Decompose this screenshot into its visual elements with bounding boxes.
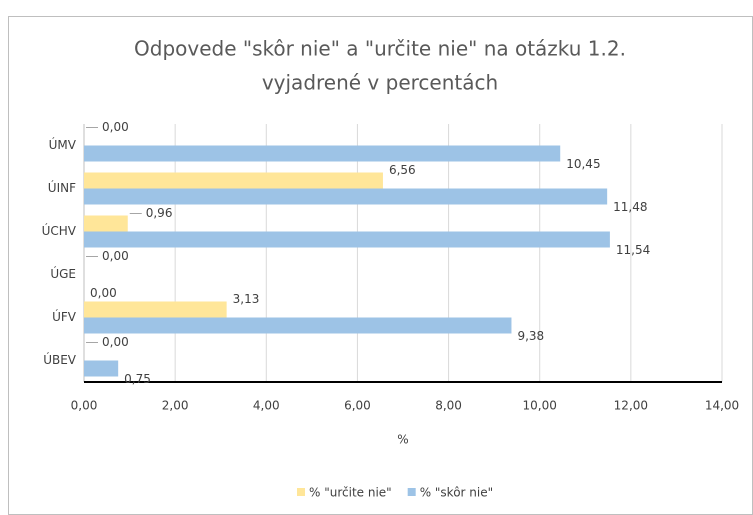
value-label: 0,00	[90, 286, 117, 300]
legend-label: % "určite nie"	[309, 486, 392, 500]
chart-title: Odpovede "skôr nie" a "určite nie" na ot…	[134, 37, 626, 61]
x-tick-label: 14,00	[705, 399, 739, 413]
x-axis-label: %	[397, 433, 408, 447]
x-tick-label: 10,00	[523, 399, 557, 413]
value-label: 11,54	[616, 243, 650, 257]
y-tick-label: ÚMV	[49, 137, 77, 152]
bar	[84, 231, 610, 248]
value-label: 9,38	[517, 329, 544, 343]
bar	[84, 215, 128, 232]
y-tick-label: ÚBEV	[43, 352, 77, 367]
y-tick-label: ÚINF	[48, 180, 76, 195]
value-label: 6,56	[389, 163, 416, 177]
chart-title: vyjadrené v percentách	[262, 71, 498, 95]
bar	[84, 317, 512, 334]
chart-frame	[8, 16, 753, 515]
value-label: 10,45	[566, 157, 600, 171]
value-label: 0,00	[102, 335, 129, 349]
x-tick-label: 12,00	[614, 399, 648, 413]
value-label: 0,00	[102, 120, 129, 134]
value-label: 11,48	[613, 200, 647, 214]
y-tick-label: ÚFV	[52, 309, 77, 324]
legend-label: % "skôr nie"	[420, 486, 493, 500]
bar	[84, 301, 227, 318]
value-label: 3,13	[233, 292, 260, 306]
value-label: 0,00	[102, 249, 129, 263]
x-tick-label: 2,00	[162, 399, 189, 413]
y-tick-label: ÚCHV	[42, 223, 77, 238]
bar	[84, 360, 119, 377]
bar	[84, 145, 561, 162]
value-label: 0,75	[124, 372, 151, 386]
x-tick-label: 8,00	[435, 399, 462, 413]
x-tick-label: 0,00	[71, 399, 98, 413]
y-tick-label: ÚGE	[50, 266, 76, 281]
bar	[84, 188, 608, 205]
value-label: 0,96	[146, 206, 173, 220]
x-tick-label: 4,00	[253, 399, 280, 413]
x-tick-label: 6,00	[344, 399, 371, 413]
legend-swatch	[407, 488, 416, 496]
bar	[84, 172, 383, 189]
legend-swatch	[297, 488, 305, 496]
